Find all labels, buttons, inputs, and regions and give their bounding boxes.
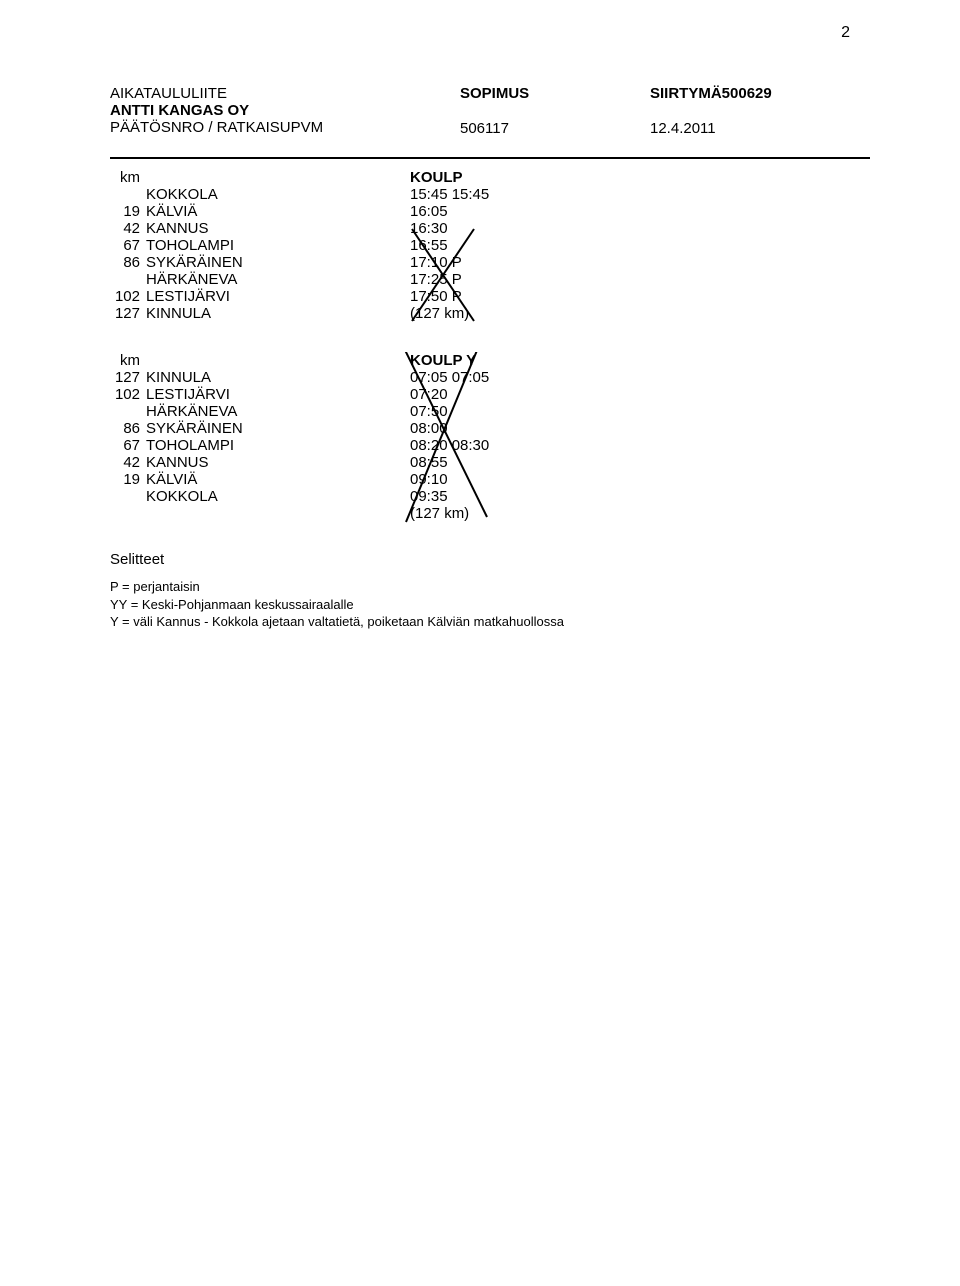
route-inbound-stops: km 127KINNULA 102LESTIJÄRVI HÄRKÄNEVA 86…	[110, 352, 350, 522]
page: 2 AIKATAULULIITE ANTTI KANGAS OY PÄÄTÖSN…	[0, 0, 960, 1286]
time-row: 17:10 P	[410, 254, 590, 271]
stop-km	[110, 186, 146, 203]
legend-item: YY = Keski-Pohjanmaan keskussairaalalle	[110, 596, 900, 614]
stop-name: LESTIJÄRVI	[146, 386, 350, 403]
stop-row: 67TOHOLAMPI	[110, 437, 350, 454]
header-date: 12.4.2011	[650, 120, 850, 137]
stop-km: 42	[110, 220, 146, 237]
stop-name: KOKKOLA	[146, 186, 350, 203]
stop-km	[110, 403, 146, 420]
stop-km	[110, 271, 146, 288]
times-header: KOULP Y	[410, 352, 590, 369]
header-title-1: AIKATAULULIITE	[110, 85, 420, 102]
stop-km: 86	[110, 420, 146, 437]
stop-row: 42KANNUS	[110, 454, 350, 471]
times-header: KOULP	[410, 169, 590, 186]
legend: Selitteet P = perjantaisin YY = Keski-Po…	[110, 550, 900, 631]
time-row: 16:30	[410, 220, 590, 237]
time-row: 15:45 15:45	[410, 186, 590, 203]
header-right: SIIRTYMÄ500629 12.4.2011	[650, 85, 850, 137]
time-row: 09:35	[410, 488, 590, 505]
time-row: 07:50	[410, 403, 590, 420]
divider	[110, 157, 870, 159]
time-row: 07:20	[410, 386, 590, 403]
stop-name: LESTIJÄRVI	[146, 288, 350, 305]
stop-row: 102LESTIJÄRVI	[110, 386, 350, 403]
header-sopimus-number: 506117	[460, 120, 610, 137]
stop-km: 42	[110, 454, 146, 471]
stop-name: HÄRKÄNEVA	[146, 403, 350, 420]
stop-km: 19	[110, 471, 146, 488]
time-row: (127 km)	[410, 305, 590, 322]
time-row: 09:10	[410, 471, 590, 488]
time-row: 16:05	[410, 203, 590, 220]
time-row: 16:55	[410, 237, 590, 254]
time-row: 17:50 P	[410, 288, 590, 305]
route-outbound-times: KOULP 15:45 15:45 16:05 16:30 16:55 17:1…	[410, 169, 590, 322]
stop-km: 86	[110, 254, 146, 271]
stop-row: 19KÄLVIÄ	[110, 203, 350, 220]
time-row: 07:05 07:05	[410, 369, 590, 386]
stop-km	[110, 488, 146, 505]
page-number: 2	[841, 24, 850, 42]
stop-name: KÄLVIÄ	[146, 471, 350, 488]
header-siirtyma: SIIRTYMÄ500629	[650, 85, 850, 102]
stop-km: 102	[110, 288, 146, 305]
stop-name: KANNUS	[146, 220, 350, 237]
document-header: AIKATAULULIITE ANTTI KANGAS OY PÄÄTÖSNRO…	[110, 85, 900, 137]
header-mid: SOPIMUS 506117	[460, 85, 610, 137]
stop-row: 19KÄLVIÄ	[110, 471, 350, 488]
stop-km: 102	[110, 386, 146, 403]
stop-name: KINNULA	[146, 305, 350, 322]
route-inbound-times: KOULP Y 07:05 07:05 07:20 07:50 08:00 08…	[410, 352, 590, 522]
stop-row: 86SYKÄRÄINEN	[110, 420, 350, 437]
stop-row: 102LESTIJÄRVI	[110, 288, 350, 305]
stop-name: TOHOLAMPI	[146, 437, 350, 454]
stop-name: TOHOLAMPI	[146, 237, 350, 254]
stop-row: HÄRKÄNEVA	[110, 271, 350, 288]
route-outbound-stops: km KOKKOLA 19KÄLVIÄ 42KANNUS 67TOHOLAMPI…	[110, 169, 350, 322]
header-left: AIKATAULULIITE ANTTI KANGAS OY PÄÄTÖSNRO…	[110, 85, 420, 137]
route-inbound: km 127KINNULA 102LESTIJÄRVI HÄRKÄNEVA 86…	[110, 352, 900, 522]
stop-name: KÄLVIÄ	[146, 203, 350, 220]
time-row: 17:25 P	[410, 271, 590, 288]
stop-row: 42KANNUS	[110, 220, 350, 237]
stop-name: KOKKOLA	[146, 488, 350, 505]
km-label: km	[110, 169, 146, 186]
stop-km: 19	[110, 203, 146, 220]
route-outbound: km KOKKOLA 19KÄLVIÄ 42KANNUS 67TOHOLAMPI…	[110, 169, 900, 322]
stop-row: HÄRKÄNEVA	[110, 403, 350, 420]
time-row: 08:55	[410, 454, 590, 471]
header-sopimus-label: SOPIMUS	[460, 85, 610, 102]
stop-row: 86SYKÄRÄINEN	[110, 254, 350, 271]
km-label-row: km	[110, 352, 350, 369]
stop-name: SYKÄRÄINEN	[146, 254, 350, 271]
stop-name: SYKÄRÄINEN	[146, 420, 350, 437]
km-label-row: km	[110, 169, 350, 186]
km-label: km	[110, 352, 146, 369]
time-row: (127 km)	[410, 505, 590, 522]
legend-title: Selitteet	[110, 550, 900, 570]
stop-name: KANNUS	[146, 454, 350, 471]
time-row: 08:00	[410, 420, 590, 437]
legend-item: P = perjantaisin	[110, 578, 900, 596]
stop-km: 127	[110, 305, 146, 322]
stop-km: 67	[110, 237, 146, 254]
stop-km: 67	[110, 437, 146, 454]
stop-row: 127KINNULA	[110, 369, 350, 386]
stop-row: 127KINNULA	[110, 305, 350, 322]
header-company: ANTTI KANGAS OY	[110, 102, 420, 119]
header-decision: PÄÄTÖSNRO / RATKAISUPVM	[110, 119, 420, 136]
stop-row: 67TOHOLAMPI	[110, 237, 350, 254]
time-row: 08:20 08:30	[410, 437, 590, 454]
legend-item: Y = väli Kannus - Kokkola ajetaan valtat…	[110, 613, 900, 631]
stop-name: KINNULA	[146, 369, 350, 386]
stop-name: HÄRKÄNEVA	[146, 271, 350, 288]
stop-row: KOKKOLA	[110, 488, 350, 505]
stop-row: KOKKOLA	[110, 186, 350, 203]
stop-km: 127	[110, 369, 146, 386]
